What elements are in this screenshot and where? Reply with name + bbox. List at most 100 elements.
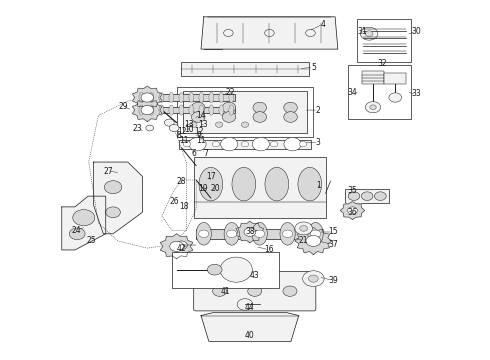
Circle shape	[141, 93, 153, 102]
Circle shape	[190, 122, 197, 127]
Text: 12: 12	[177, 127, 186, 136]
Ellipse shape	[229, 105, 234, 115]
Circle shape	[311, 230, 320, 238]
Ellipse shape	[219, 105, 224, 115]
Text: 18: 18	[179, 202, 189, 211]
Ellipse shape	[169, 105, 174, 115]
Ellipse shape	[284, 138, 301, 151]
Text: 28: 28	[177, 177, 186, 186]
Text: 26: 26	[170, 197, 179, 206]
Polygon shape	[236, 221, 264, 243]
Polygon shape	[132, 86, 162, 109]
Circle shape	[255, 230, 265, 238]
Bar	[384, 73, 406, 84]
Ellipse shape	[139, 105, 144, 115]
Text: 13: 13	[184, 120, 194, 129]
Ellipse shape	[222, 102, 236, 113]
Ellipse shape	[280, 222, 295, 245]
Text: 41: 41	[220, 287, 230, 296]
Circle shape	[348, 192, 360, 201]
Text: 1: 1	[316, 181, 320, 190]
Text: 36: 36	[347, 208, 357, 217]
Text: 44: 44	[245, 303, 255, 312]
Bar	[181, 62, 309, 76]
Ellipse shape	[149, 105, 154, 115]
Bar	[138, 107, 235, 113]
Circle shape	[300, 226, 308, 231]
Ellipse shape	[308, 222, 323, 245]
Ellipse shape	[298, 167, 321, 201]
Polygon shape	[340, 202, 365, 220]
Ellipse shape	[189, 105, 194, 115]
Text: 11: 11	[179, 136, 189, 145]
Circle shape	[169, 125, 179, 132]
Circle shape	[207, 264, 222, 275]
Text: 7: 7	[203, 149, 208, 158]
Circle shape	[183, 141, 191, 147]
Ellipse shape	[222, 112, 236, 122]
Ellipse shape	[232, 167, 256, 201]
Text: 19: 19	[198, 184, 208, 193]
Ellipse shape	[169, 93, 174, 103]
Text: 21: 21	[299, 237, 308, 246]
Circle shape	[309, 275, 318, 282]
Ellipse shape	[284, 112, 297, 122]
Ellipse shape	[189, 138, 206, 151]
Circle shape	[283, 230, 293, 238]
Text: 9: 9	[196, 131, 201, 140]
Ellipse shape	[209, 105, 214, 115]
Ellipse shape	[179, 105, 184, 115]
Circle shape	[241, 122, 249, 127]
Ellipse shape	[179, 93, 184, 103]
Circle shape	[283, 286, 297, 296]
Text: 10: 10	[184, 125, 194, 134]
Bar	[194, 157, 326, 218]
Ellipse shape	[252, 138, 270, 151]
Circle shape	[69, 228, 85, 240]
Circle shape	[170, 241, 183, 251]
Circle shape	[347, 207, 357, 214]
Circle shape	[213, 286, 227, 296]
Circle shape	[227, 230, 237, 238]
Text: 8: 8	[177, 131, 181, 140]
Circle shape	[104, 181, 122, 194]
Circle shape	[175, 241, 187, 249]
Text: 43: 43	[250, 270, 260, 279]
Circle shape	[73, 210, 95, 226]
Ellipse shape	[199, 167, 223, 201]
Text: 29: 29	[118, 102, 128, 111]
Ellipse shape	[159, 105, 164, 115]
Circle shape	[306, 235, 321, 246]
Text: 39: 39	[328, 276, 338, 285]
Ellipse shape	[149, 93, 154, 103]
Circle shape	[237, 299, 253, 310]
Bar	[347, 65, 411, 119]
Ellipse shape	[199, 105, 204, 115]
Bar	[357, 19, 411, 62]
Bar	[179, 140, 311, 149]
Text: 16: 16	[265, 246, 274, 255]
Circle shape	[370, 105, 376, 109]
Ellipse shape	[252, 222, 267, 245]
Text: 24: 24	[72, 226, 81, 235]
Polygon shape	[295, 227, 332, 255]
Text: 34: 34	[347, 87, 357, 96]
Text: 31: 31	[357, 27, 367, 36]
Text: 23: 23	[133, 123, 142, 132]
Text: 4: 4	[321, 19, 326, 28]
Text: 37: 37	[328, 240, 338, 249]
Bar	[196, 229, 323, 239]
Text: 14: 14	[196, 111, 206, 120]
Circle shape	[164, 119, 174, 126]
Circle shape	[365, 31, 373, 37]
Text: 22: 22	[225, 87, 235, 96]
Bar	[345, 189, 389, 203]
Ellipse shape	[220, 138, 238, 151]
Text: 33: 33	[411, 89, 421, 98]
Text: 5: 5	[311, 63, 316, 72]
Bar	[362, 71, 384, 84]
Text: 6: 6	[191, 149, 196, 158]
Ellipse shape	[196, 222, 211, 245]
Text: 2: 2	[316, 105, 320, 114]
Circle shape	[198, 230, 209, 238]
